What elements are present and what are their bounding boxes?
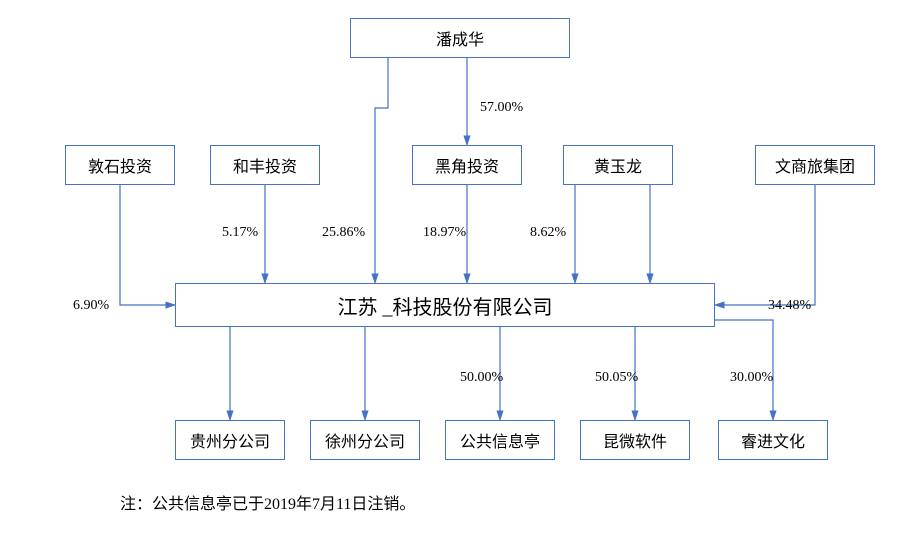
- node-sub-xuzhou: 徐州分公司: [310, 420, 420, 460]
- pct-label: 8.62%: [530, 225, 566, 241]
- pct-label: 50.00%: [460, 370, 503, 386]
- node-label: 潘成华: [436, 26, 484, 50]
- node-label: 文商旅集团: [775, 153, 855, 177]
- node-top-panchenghua: 潘成华: [350, 18, 570, 58]
- node-label: 公共信息亭: [460, 428, 540, 452]
- node-shareholder-dunshi: 敦石投资: [65, 145, 175, 185]
- pct-label: 57.00%: [480, 100, 523, 116]
- node-shareholder-wenshanglv: 文商旅集团: [755, 145, 875, 185]
- node-label: 昆微软件: [603, 428, 667, 452]
- pct-label: 50.05%: [595, 370, 638, 386]
- node-label: 睿进文化: [741, 428, 805, 452]
- pct-label: 5.17%: [222, 225, 258, 241]
- node-sub-guizhou: 贵州分公司: [175, 420, 285, 460]
- node-sub-gonggongxinxi: 公共信息亭: [445, 420, 555, 460]
- node-shareholder-hefeng: 和丰投资: [210, 145, 320, 185]
- footnote: 注：公共信息亭已于2019年7月11日注销。: [120, 490, 415, 514]
- node-label: 江苏 _科技股份有限公司: [338, 291, 553, 320]
- node-label: 黑角投资: [435, 153, 499, 177]
- node-label: 徐州分公司: [325, 428, 405, 452]
- pct-label: 30.00%: [730, 370, 773, 386]
- node-sub-ruijin: 睿进文化: [718, 420, 828, 460]
- node-central-company: 江苏 _科技股份有限公司: [175, 283, 715, 327]
- node-shareholder-huangyulong: 黄玉龙: [563, 145, 673, 185]
- node-label: 贵州分公司: [190, 428, 270, 452]
- node-shareholder-heijiao: 黑角投资: [412, 145, 522, 185]
- node-label: 黄玉龙: [594, 153, 642, 177]
- node-label: 敦石投资: [88, 153, 152, 177]
- node-label: 和丰投资: [233, 153, 297, 177]
- node-sub-kunwei: 昆微软件: [580, 420, 690, 460]
- pct-label: 18.97%: [423, 225, 466, 241]
- pct-label: 6.90%: [73, 298, 109, 314]
- pct-label: 25.86%: [322, 225, 365, 241]
- pct-label: 34.48%: [768, 298, 811, 314]
